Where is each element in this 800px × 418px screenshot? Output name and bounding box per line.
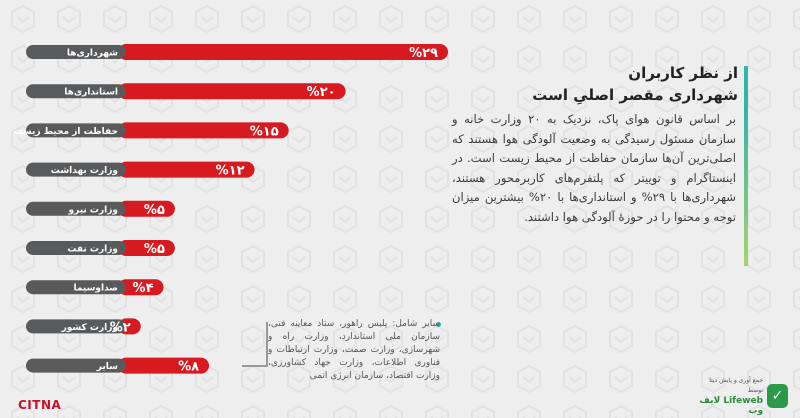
bar: [118, 240, 175, 256]
bar: [118, 279, 164, 296]
bar-row: وزارت بهداشت %۱۲: [26, 161, 255, 179]
citna-logo: CITNA: [18, 398, 62, 412]
category-label: استانداری‌ها: [64, 88, 118, 98]
lifeweb-tagline: جمع آوری و پایش دیتا توسط: [709, 377, 764, 394]
bar-row: سایر %۸: [26, 357, 210, 375]
lifeweb-logo: ✓ جمع آوری و پایش دیتا توسط Lifeweb لایف…: [692, 377, 788, 416]
body-paragraph: بر اساس قانون هوای پاک، نزدیک به ۲۰ وزار…: [452, 112, 736, 224]
value-label: %۵: [144, 242, 165, 257]
bar: [118, 161, 255, 178]
bar: [118, 44, 448, 60]
category-pill: [26, 280, 126, 295]
body-accent-bar: [744, 110, 748, 266]
value-label: %۵: [144, 203, 165, 218]
lifeweb-name: Lifeweb لایف وب: [699, 396, 764, 416]
category-pill: [26, 84, 126, 99]
category-pill: [26, 162, 126, 177]
value-label: %۸: [178, 360, 199, 375]
category-label: حفاظت از محیط زیست: [13, 127, 118, 137]
title-block: از نظر کاربران شهرداری مقصر اصلیِ است: [520, 62, 748, 110]
category-pill: [26, 358, 126, 373]
lifeweb-badge-icon: ✓: [767, 384, 788, 408]
bar-row: وزارت نفت %۵: [26, 240, 175, 257]
note-connector-horizontal: [242, 365, 268, 367]
category-label: شهرداری‌ها: [67, 49, 118, 59]
category-pill: [26, 201, 126, 216]
note-bullet: [436, 322, 441, 327]
bar-row: شهرداری‌ها %۲۹: [26, 44, 448, 61]
note-connector-vertical: [266, 322, 268, 366]
category-pill: [26, 241, 126, 255]
category-label: وزارت نفت: [67, 245, 118, 255]
value-label: %۲۹: [409, 46, 438, 61]
value-label: %۱۵: [250, 124, 279, 139]
bar: [118, 122, 289, 139]
bar-row: استانداری‌ها %۲۰: [26, 83, 346, 100]
category-label: سایر: [96, 362, 118, 372]
body-text: بر اساس قانون هوای پاک، نزدیک به ۲۰ وزار…: [452, 110, 748, 270]
category-pill: [26, 319, 126, 334]
bar: [118, 83, 346, 100]
value-label: %۲: [110, 320, 131, 335]
title-line-1: از نظر کاربران: [628, 64, 738, 82]
title-line-2: شهرداری مقصر اصلیِ است: [532, 86, 738, 104]
value-label: %۱۲: [216, 164, 245, 179]
bar-row: وزارت کشور%۲: [26, 318, 141, 335]
value-label: %۲۰: [307, 85, 336, 100]
bar-row: وزارت نیرو %۵: [26, 200, 175, 218]
category-label: وزارت بهداشت: [51, 166, 118, 176]
value-label: %۴: [133, 281, 154, 296]
bar: [118, 200, 175, 217]
bar-row: صداوسیما %۴: [26, 279, 164, 296]
category-label: وزارت نیرو: [68, 205, 118, 215]
bar-row: حفاظت از محیط زیست %۱۵: [13, 122, 289, 139]
others-note: سایر شامل: پلیس راهور، ستاد معاینه فنی، …: [268, 319, 440, 381]
category-label: وزارت کشور: [61, 323, 118, 333]
category-pill: [26, 123, 126, 138]
category-pill: [26, 45, 126, 59]
title-accent-bar: [744, 66, 748, 110]
bar: [118, 357, 210, 374]
category-label: صداوسیما: [73, 284, 118, 294]
